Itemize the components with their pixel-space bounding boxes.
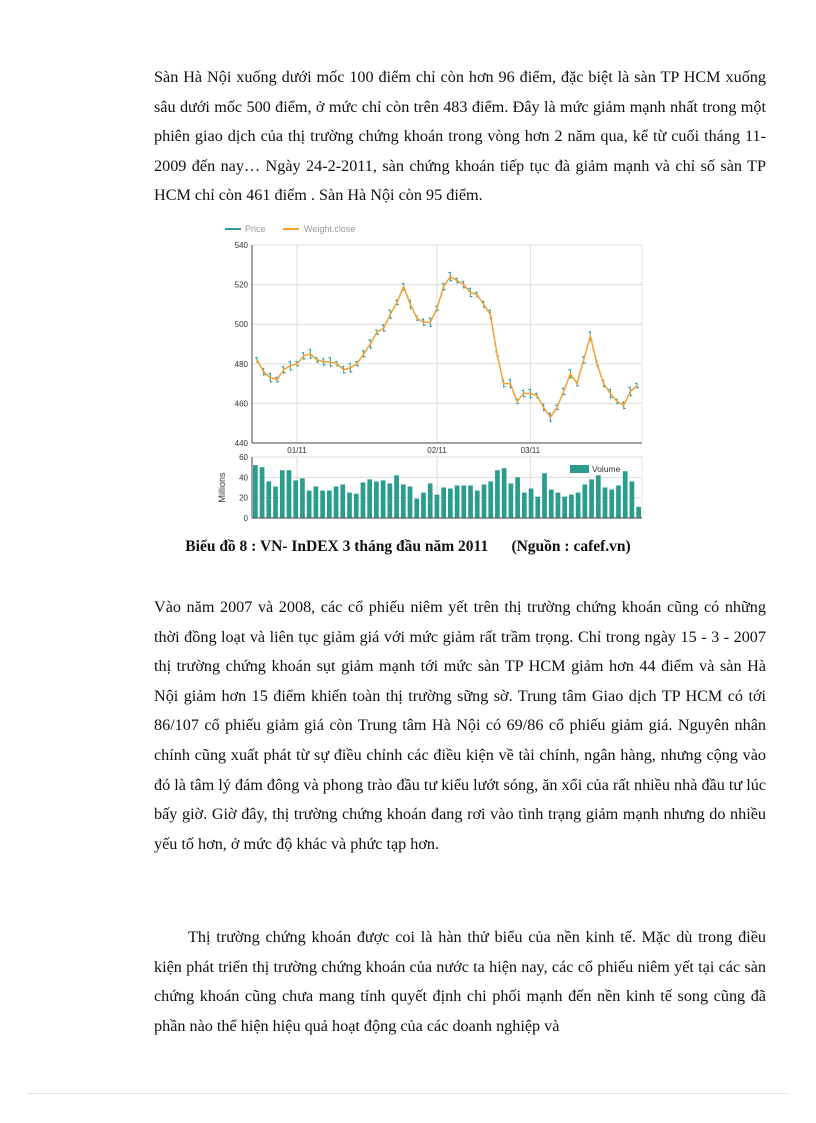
volume-bar <box>313 486 319 518</box>
volume-bar <box>521 492 527 518</box>
volume-legend-label: Volume <box>592 464 621 474</box>
volume-bar <box>622 471 628 518</box>
volume-legend-swatch <box>570 465 589 473</box>
chart-legend: Price Weight.close <box>225 224 355 234</box>
price-bar <box>635 382 639 389</box>
volume-bar <box>273 486 278 518</box>
x-tick-label: 02/11 <box>427 446 447 455</box>
volume-bar <box>306 490 312 518</box>
volume-bar <box>400 484 406 518</box>
volume-y-tick-label: 40 <box>239 473 248 482</box>
price-y-tick-label: 500 <box>235 320 249 329</box>
volume-bar <box>454 485 460 518</box>
volume-bar <box>589 479 594 518</box>
volume-bar <box>347 492 352 518</box>
price-plot-area <box>251 244 643 444</box>
figure-caption: Biểu đồ 8 : VN- InDEX 3 tháng đầu năm 20… <box>185 538 631 555</box>
legend-weight-close-label: Weight.close <box>304 224 355 234</box>
volume-y-tick-label: 60 <box>239 453 248 462</box>
volume-y-axis-label: Millions <box>217 472 227 503</box>
volume-bar <box>253 465 258 518</box>
volume-bar <box>542 473 547 518</box>
price-panel: 540 520 500 480 460 440 01/11 02/11 03/11 <box>235 241 643 518</box>
volume-bar <box>535 496 541 518</box>
volume-panel: 60 40 20 0 Millions Volume <box>217 453 643 522</box>
volume-bar <box>481 484 487 518</box>
volume-bar <box>340 484 346 518</box>
volume-bar <box>609 489 615 518</box>
price-y-tick-label: 540 <box>235 241 249 250</box>
volume-bar <box>333 486 339 518</box>
volume-y-tick-label: 20 <box>239 494 248 503</box>
volume-bar <box>575 492 581 518</box>
volume-bar <box>636 506 641 518</box>
volume-bar <box>279 470 285 518</box>
volume-bar <box>582 484 588 518</box>
paragraph-1: Sàn Hà Nội xuống dưới mốc 100 điểm chỉ c… <box>154 68 766 205</box>
volume-bar <box>569 494 574 518</box>
volume-bar <box>501 468 507 518</box>
x-tick-label: 03/11 <box>521 446 541 455</box>
volume-bar <box>515 477 520 518</box>
weight-close-line <box>256 275 638 419</box>
volume-bar <box>320 490 325 518</box>
price-y-tick-label: 460 <box>235 399 249 408</box>
volume-bar <box>448 488 453 518</box>
volume-bar <box>259 467 265 518</box>
volume-bar <box>266 481 272 518</box>
paragraph-3: Thị trường chứng khoán được coi là hàn t… <box>154 928 766 1035</box>
volume-bar <box>461 485 467 518</box>
price-y-tick-label: 480 <box>235 360 249 369</box>
price-y-tick-label: 520 <box>235 281 249 290</box>
volume-bar <box>468 485 473 518</box>
volume-bar <box>616 485 621 518</box>
volume-bar <box>374 481 379 518</box>
volume-bar <box>548 489 554 518</box>
vn-index-chart: Price Weight.close 540 520 500 480 460 440 01/… <box>217 224 643 522</box>
volume-bar <box>495 470 500 518</box>
volume-bar <box>474 490 480 518</box>
volume-bar <box>367 479 373 518</box>
volume-bar <box>407 486 413 518</box>
volume-bar <box>427 483 433 518</box>
volume-bar <box>353 493 359 518</box>
volume-bar <box>562 496 568 518</box>
volume-bar <box>595 475 601 518</box>
volume-bar <box>555 492 561 518</box>
volume-bar <box>380 480 386 518</box>
volume-bar <box>421 492 426 518</box>
volume-bar <box>293 480 299 518</box>
legend-price-label: Price <box>245 224 266 234</box>
volume-y-tick-label: 0 <box>244 514 249 522</box>
page-footer-divider <box>28 1093 788 1094</box>
volume-bar <box>629 481 635 518</box>
volume-bar <box>300 478 305 518</box>
volume-bar <box>441 487 446 518</box>
volume-bar <box>528 488 534 518</box>
volume-bar <box>434 494 440 518</box>
paragraph-2: Vào năm 2007 và 2008, các cổ phiếu niêm … <box>154 598 766 853</box>
x-tick-label: 01/11 <box>287 446 307 455</box>
volume-bar <box>286 470 292 518</box>
price-y-tick-label: 440 <box>235 439 249 448</box>
volume-bar <box>488 481 494 518</box>
volume-bar <box>508 483 514 518</box>
volume-bar <box>414 498 420 518</box>
volume-bar <box>394 475 399 518</box>
volume-bar <box>387 483 393 518</box>
volume-bar <box>360 482 366 518</box>
volume-bar <box>602 487 608 518</box>
volume-bar <box>326 490 332 518</box>
